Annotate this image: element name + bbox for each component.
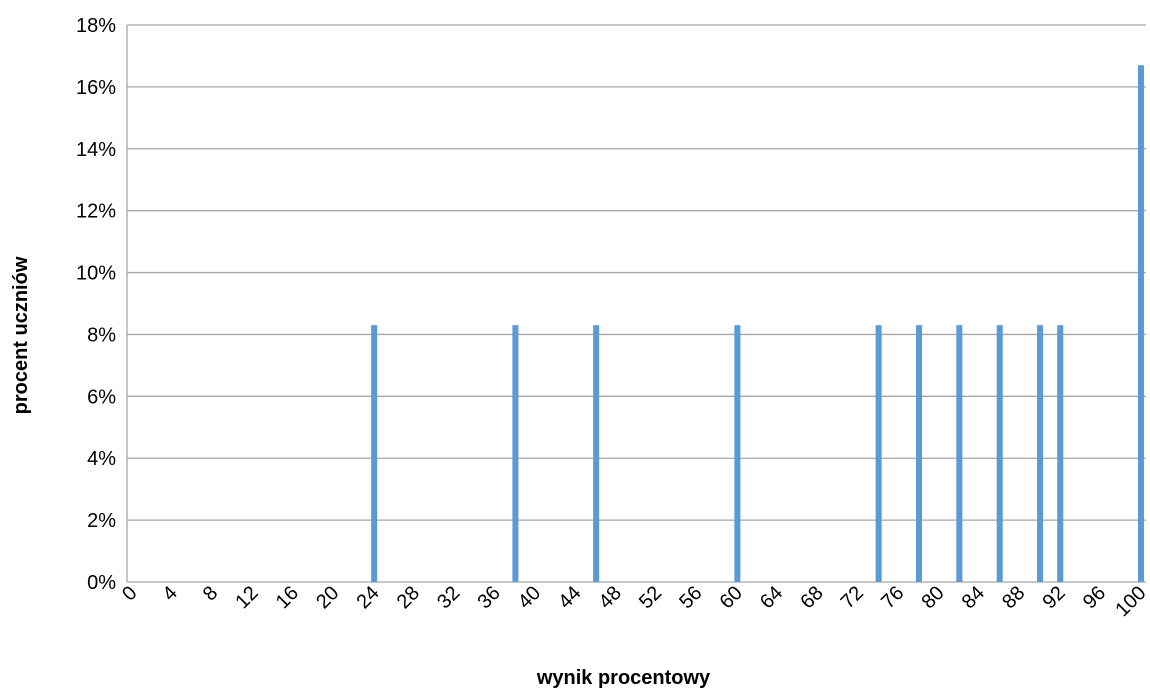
y-tick-label: 4%	[87, 448, 116, 470]
bar	[593, 325, 600, 582]
x-axis-title: wynik procentowy	[536, 667, 711, 689]
y-tick-label: 16%	[76, 77, 116, 99]
bar	[956, 325, 963, 582]
x-tick-label: 60	[716, 582, 747, 613]
x-tick-label: 48	[595, 582, 626, 613]
y-tick-label: 8%	[87, 324, 116, 346]
bar	[512, 325, 519, 582]
x-tick-label: 84	[958, 582, 989, 613]
x-tick-label: 4	[159, 582, 182, 605]
bar	[371, 325, 378, 582]
x-tick-label: 32	[433, 582, 464, 613]
bar	[1037, 325, 1044, 582]
x-tick-label: 88	[998, 582, 1029, 613]
x-tick-label: 36	[473, 582, 504, 613]
x-tick-label: 80	[917, 582, 948, 613]
x-tick-label: 56	[675, 582, 706, 613]
x-tick-label: 28	[393, 582, 424, 613]
y-axis-title: procent uczniów	[10, 256, 32, 414]
y-tick-label: 2%	[87, 510, 116, 532]
y-tick-label: 14%	[76, 139, 116, 161]
x-tick-label: 0	[118, 582, 141, 605]
y-tick-label: 12%	[76, 201, 116, 223]
x-tick-label: 100	[1111, 582, 1150, 621]
x-tick-label: 72	[837, 582, 868, 613]
x-tick-label: 12	[231, 582, 262, 613]
x-tick-labels: 0 4 8 12 16 20 24 28 32 36 40 44 48 52 56 60 64 68 72 76 80 8…	[118, 582, 1150, 621]
gridlines	[127, 24, 1146, 583]
x-tick-label: 40	[514, 582, 545, 613]
x-tick-label: 16	[272, 582, 303, 613]
y-tick-label: 18%	[76, 15, 116, 37]
x-tick-label: 44	[554, 582, 585, 613]
x-tick-label: 92	[1038, 582, 1069, 613]
x-tick-label: 64	[756, 582, 787, 613]
bar	[875, 325, 882, 582]
y-tick-label: 0%	[87, 572, 116, 594]
bar	[734, 325, 741, 582]
y-tick-labels: 0% 2% 4% 6% 8% 10% 12% 14% 16% 18%	[76, 15, 116, 594]
x-tick-label: 52	[635, 582, 666, 613]
bar	[1137, 65, 1144, 582]
y-tick-label: 10%	[76, 263, 116, 285]
x-tick-label: 20	[312, 582, 343, 613]
bar	[996, 325, 1003, 582]
bar	[915, 325, 923, 582]
bars	[371, 65, 1144, 582]
x-tick-label: 76	[877, 582, 908, 613]
y-tick-label: 6%	[87, 386, 116, 408]
x-tick-label: 24	[352, 582, 383, 613]
x-tick-label: 8	[199, 582, 222, 605]
x-tick-label: 68	[796, 582, 827, 613]
bar	[1057, 325, 1064, 582]
x-tick-label: 96	[1079, 582, 1110, 613]
